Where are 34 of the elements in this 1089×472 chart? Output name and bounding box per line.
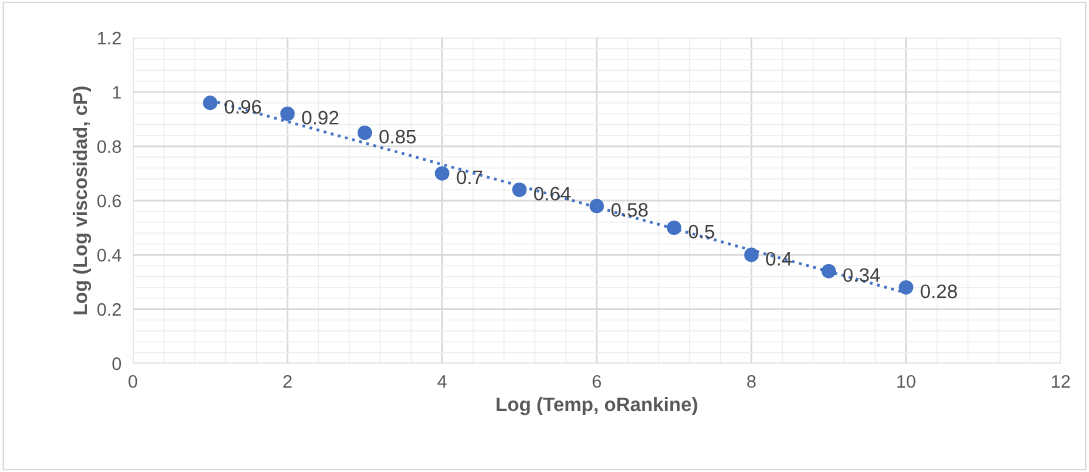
x-tick-label: 12 [1052, 375, 1070, 388]
data-label: 0.28 [920, 284, 957, 299]
point [357, 125, 373, 141]
data-label: 0.58 [611, 203, 648, 217]
data-label: 0.4 [766, 251, 792, 266]
point [821, 263, 837, 279]
y-tick-label: 0.4 [97, 248, 122, 262]
y-tick-label: 1.2 [98, 31, 121, 45]
point [744, 247, 759, 263]
x-tick-label: 6 [592, 375, 601, 388]
point [589, 198, 605, 214]
y-tick-label: 1 [113, 86, 121, 99]
x-tick-label: 2 [283, 375, 292, 388]
point [434, 166, 450, 181]
x-tick-label: 4 [437, 375, 447, 388]
y-axis-title: Log (Log viscosidad, cP) [72, 86, 92, 315]
point [280, 106, 295, 122]
data-label: 0.85 [379, 129, 416, 144]
x-axis-title: Log (Temp, oRankine) [496, 396, 698, 416]
point [512, 182, 527, 198]
y-tick-label: 0.8 [97, 140, 121, 154]
y-tick-label: 0.6 [97, 194, 121, 208]
point [666, 220, 682, 236]
y-tick-label: 0 [112, 357, 122, 371]
data-label: 0.34 [843, 268, 880, 282]
x-tick-label: 0 [128, 375, 138, 388]
point [898, 280, 914, 295]
x-tick-label: 10 [897, 375, 916, 388]
point [202, 95, 218, 111]
x-tick-label: 8 [747, 375, 756, 388]
data-label: 0.7 [456, 170, 483, 185]
data-label: 0.92 [302, 110, 339, 125]
data-label: 0.5 [688, 224, 715, 239]
y-tick-label: 0.2 [97, 303, 121, 316]
